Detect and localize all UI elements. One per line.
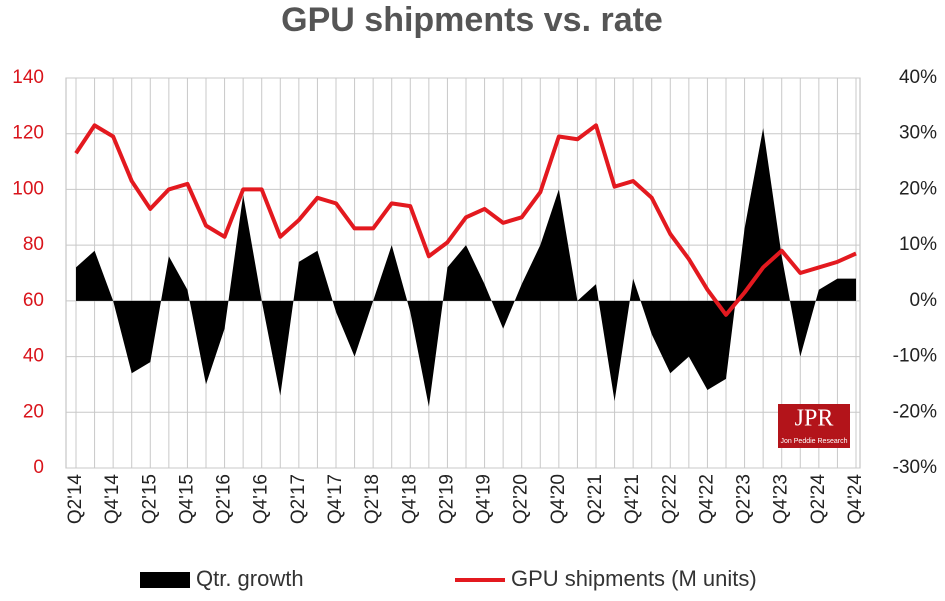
x-tick-label: Q4'24 bbox=[845, 474, 866, 525]
growth-area bbox=[76, 128, 856, 407]
legend-label: Qtr. growth bbox=[196, 566, 304, 591]
x-tick-label: Q2'18 bbox=[362, 474, 383, 524]
logo-subtitle: Jon Peddie Research bbox=[781, 438, 848, 445]
x-tick-label: Q2'19 bbox=[436, 474, 457, 524]
y2-tick-label: -20% bbox=[893, 401, 937, 422]
x-tick-label: Q4'19 bbox=[474, 474, 495, 524]
y-tick-label: 80 bbox=[23, 234, 44, 255]
x-tick-label: Q2'23 bbox=[734, 474, 755, 524]
chart-title: GPU shipments vs. rate bbox=[281, 1, 663, 39]
y2-tick-label: -10% bbox=[893, 346, 937, 367]
y-tick-label: 100 bbox=[12, 178, 44, 199]
y2-tick-label: 10% bbox=[899, 234, 937, 255]
y2-tick-label: -30% bbox=[893, 457, 937, 478]
shipments-line bbox=[74, 123, 857, 317]
x-tick-label: Q2'20 bbox=[511, 474, 532, 524]
y-tick-label: 60 bbox=[23, 290, 44, 311]
x-tick-label: Q2'14 bbox=[65, 474, 86, 525]
x-tick-label: Q4'15 bbox=[176, 474, 197, 524]
x-tick-label: Q2'24 bbox=[808, 474, 829, 525]
y2-tick-label: 20% bbox=[899, 178, 937, 199]
x-tick-label: Q2'16 bbox=[214, 474, 235, 524]
x-tick-label: Q4'23 bbox=[771, 474, 792, 524]
y-tick-label: 140 bbox=[12, 67, 44, 88]
y-tick-label: 40 bbox=[23, 346, 44, 367]
x-tick-label: Q4'17 bbox=[325, 474, 346, 524]
y2-tick-label: 40% bbox=[899, 67, 937, 88]
x-tick-label: Q4'21 bbox=[622, 474, 643, 524]
y-tick-label: 120 bbox=[12, 123, 44, 144]
x-tick-label: Q2'22 bbox=[659, 474, 680, 524]
logo-box bbox=[778, 404, 850, 448]
legend-swatch bbox=[140, 572, 190, 588]
x-tick-label: Q2'15 bbox=[139, 474, 160, 524]
x-tick-label: Q4'20 bbox=[548, 474, 569, 524]
x-tick-label: Q2'21 bbox=[585, 474, 606, 524]
legend-label: GPU shipments (M units) bbox=[511, 566, 757, 591]
y2-tick-label: 0% bbox=[910, 290, 938, 311]
y2-tick-label: 30% bbox=[899, 123, 937, 144]
x-tick-label: Q4'22 bbox=[696, 474, 717, 524]
logo-title: JPR bbox=[795, 406, 834, 432]
x-tick-label: Q2'17 bbox=[288, 474, 309, 524]
y-tick-label: 20 bbox=[23, 401, 44, 422]
x-tick-label: Q4'18 bbox=[399, 474, 420, 524]
x-tick-label: Q4'14 bbox=[102, 474, 123, 525]
x-tick-label: Q4'16 bbox=[251, 474, 272, 524]
y-tick-label: 0 bbox=[33, 457, 44, 478]
